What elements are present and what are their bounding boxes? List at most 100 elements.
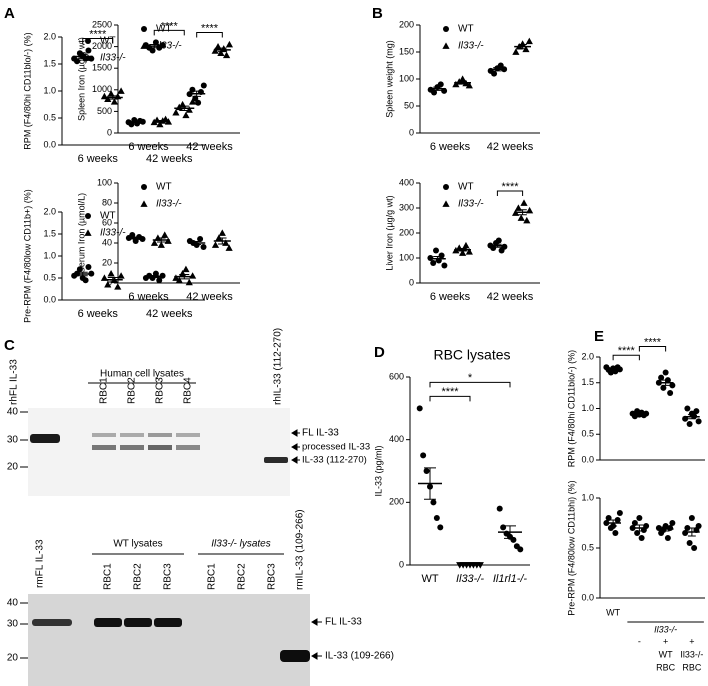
- data-point: [616, 510, 623, 516]
- y-tick-label: 100: [399, 73, 414, 83]
- y-tick-label: 0.5: [581, 429, 594, 439]
- panel-label: E: [594, 328, 604, 345]
- data-point: [517, 214, 525, 221]
- marker-label: 30: [7, 619, 19, 630]
- y-tick-label: 200: [399, 227, 414, 237]
- marker-label: 40: [7, 598, 19, 609]
- error-bar: [518, 43, 527, 50]
- panel-label: B: [372, 5, 383, 22]
- significance-label: ****: [501, 181, 519, 193]
- data-point: [660, 384, 667, 391]
- lane-label: RBC1: [99, 377, 110, 404]
- data-point: [225, 244, 233, 251]
- data-point: [156, 277, 163, 284]
- lane-label: RBC3: [163, 563, 174, 590]
- x-tick-label: Il33-/-: [680, 649, 703, 659]
- band: [148, 445, 172, 450]
- y-tick-label: 600: [389, 371, 404, 381]
- band: [148, 433, 172, 437]
- lane-label: RBC1: [207, 563, 218, 590]
- x-tick-label: 6 weeks: [78, 153, 119, 165]
- y-tick-label: 2000: [92, 41, 112, 51]
- y-tick-label: 1.5: [43, 58, 56, 68]
- legend-marker: [140, 42, 148, 49]
- legend-marker: [85, 213, 91, 219]
- y-tick-label: 0: [399, 559, 404, 569]
- data-point: [695, 418, 702, 425]
- data-point: [430, 499, 437, 506]
- error-bar: [107, 95, 118, 100]
- data-point: [150, 239, 159, 246]
- legend-label: WT: [100, 211, 116, 222]
- data-point: [185, 278, 193, 286]
- x-tick-label: RBC: [656, 662, 676, 672]
- error-bar: [179, 105, 190, 111]
- error-bar: [609, 367, 618, 371]
- y-tick-label: 1.0: [43, 250, 56, 260]
- data-point: [85, 264, 92, 270]
- y-tick-label: 500: [97, 106, 112, 116]
- legend-marker: [140, 200, 148, 207]
- legend-label: Il33-/-: [100, 228, 126, 239]
- data-point: [686, 420, 693, 427]
- y-tick-label: 0.0: [43, 139, 56, 149]
- y-tick-label: 0: [107, 127, 112, 137]
- legend-label: Il33-/-: [100, 53, 126, 64]
- y-tick-label: 1.0: [43, 85, 56, 95]
- x-tick-label: 42 weeks: [487, 291, 534, 303]
- y-tick-label: 1.5: [581, 377, 594, 387]
- significance-bracket: [496, 190, 524, 196]
- y-tick-label: 0.5: [43, 112, 56, 122]
- significance-bracket: [429, 395, 471, 402]
- band: [92, 433, 116, 437]
- x-tick-label: 42 weeks: [487, 141, 534, 153]
- x-tick-label: WT: [421, 573, 438, 585]
- data-point: [612, 530, 619, 536]
- data-point: [433, 247, 439, 254]
- data-point: [423, 468, 430, 474]
- data-point: [686, 540, 693, 546]
- band: [120, 445, 144, 450]
- y-axis-label: RPM (F4/80hi CD11blo/-) (%): [566, 350, 576, 467]
- significance-bracket: [82, 38, 114, 44]
- x-tick-label: Il33-/-: [456, 573, 484, 585]
- y-tick-label: 0: [409, 277, 414, 287]
- data-point: [182, 265, 190, 273]
- data-point: [691, 545, 698, 551]
- data-point: [459, 75, 467, 82]
- significance-bracket: [153, 29, 185, 36]
- data-point: [638, 535, 645, 541]
- data-point: [684, 525, 691, 531]
- x-tick-label: 6 weeks: [430, 291, 471, 303]
- y-tick-label: 1.0: [581, 492, 594, 502]
- significance-label: ****: [161, 20, 179, 32]
- legend-label: WT: [458, 182, 474, 193]
- y-tick-label: 1.0: [581, 403, 594, 413]
- significance-bracket: [429, 381, 511, 388]
- y-tick-label: 100: [399, 252, 414, 262]
- y-tick-label: 0.0: [581, 592, 594, 602]
- error-bar: [77, 271, 88, 277]
- data-point: [669, 520, 676, 526]
- significance-bracket: [196, 31, 223, 38]
- y-tick-label: 0.0: [43, 294, 56, 304]
- data-point: [465, 81, 473, 89]
- band-arrows: [311, 618, 322, 660]
- data-point: [104, 281, 112, 288]
- band-label: processed IL-33: [302, 442, 370, 453]
- data-point: [523, 216, 531, 224]
- lane-label: RBC2: [133, 563, 144, 590]
- significance-bracket: [612, 354, 640, 361]
- y-tick-label: 100: [97, 177, 112, 187]
- y-tick-label: 0.5: [43, 272, 56, 282]
- error-bar: [424, 467, 436, 500]
- data-point: [614, 517, 621, 523]
- x-tick-label: 6 weeks: [78, 308, 119, 320]
- lane-label: RBC4: [183, 377, 194, 404]
- data-point: [117, 87, 125, 94]
- data-point: [465, 248, 473, 255]
- lane-label: rhIL-33 (112-270): [273, 328, 284, 405]
- error-bar: [218, 237, 227, 245]
- y-tick-label: 200: [399, 19, 414, 29]
